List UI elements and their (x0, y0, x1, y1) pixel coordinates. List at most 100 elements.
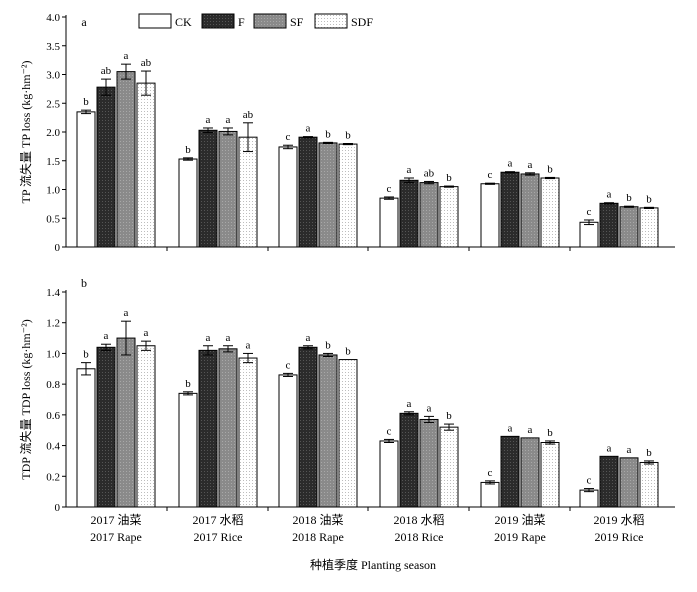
y-tick-label: 1.0 (46, 348, 60, 360)
significance-letter: b (185, 144, 191, 156)
y-tick-label: 3.0 (46, 70, 60, 82)
panel-a-tp-loss: 0 0.5 1.0 1.5 2.0 2.5 3.0 3.5 4.0 TP 流失量 TP loss … (18, 12, 675, 254)
bar-sf (419, 182, 439, 248)
bar-f (96, 346, 116, 508)
legend-label: SF (290, 15, 304, 29)
bar-sdf (338, 143, 358, 248)
x-axis-label: 种植季度 Planting season (310, 557, 436, 572)
bar-ck (480, 481, 500, 508)
y-tick-label: 0.8 (46, 379, 60, 391)
significance-letter: c (488, 467, 493, 479)
bar-f (599, 455, 619, 508)
significance-letter: ab (141, 57, 152, 69)
legend-label: F (238, 15, 245, 29)
bar-sf (520, 437, 540, 508)
x-category-label-en: 2019 Rape (494, 530, 546, 544)
bar-f (599, 202, 619, 248)
legend-swatch-ck (138, 13, 172, 29)
x-category-label-en: 2017 Rape (90, 530, 142, 544)
significance-letter: a (206, 332, 211, 344)
bar-sf (218, 130, 238, 248)
bar-f (500, 171, 520, 248)
bar-sf (419, 418, 439, 508)
y-tick-label: 1.5 (46, 156, 60, 168)
y-tick-label: 1.0 (46, 185, 60, 197)
bar-sf (520, 173, 540, 248)
bar-f (198, 129, 218, 248)
significance-letter: a (124, 50, 129, 62)
x-category-labels: 2017 油菜 2017 Rape 2017 水稻 2017 Rice 2018 油菜 2… (90, 513, 644, 544)
y-tick-label: 0.6 (46, 410, 60, 422)
significance-letter: ab (424, 167, 435, 179)
panel-b-tdp-loss: 0 0.2 0.4 0.6 0.8 1.0 1.2 1.4 TDP 流失量 TDP loss (… (18, 276, 675, 514)
bar-f (500, 435, 520, 508)
bar-sf (619, 206, 639, 248)
bar-sdf (540, 442, 560, 508)
bar-sdf (136, 345, 156, 508)
significance-letter: c (587, 475, 592, 487)
significance-letter: c (587, 206, 592, 218)
bar-sdf (338, 359, 358, 508)
x-category-label-en: 2018 Rape (292, 530, 344, 544)
significance-letter: c (286, 359, 291, 371)
legend-label: SDF (351, 15, 373, 29)
bar-sf (218, 348, 238, 508)
significance-letter: c (387, 425, 392, 437)
x-category-label-cn: 2017 油菜 (90, 513, 141, 527)
significance-letter: a (226, 114, 231, 126)
bar-ck (178, 392, 198, 508)
panel-label: b (81, 276, 87, 290)
bar-ck (178, 158, 198, 248)
bar-sdf (540, 177, 560, 248)
significance-letter: a (306, 123, 311, 135)
bar-ck (379, 197, 399, 248)
legend-label: CK (175, 15, 192, 29)
y-axis-label: TDP 流失量 TDP loss (kg·hm⁻²) (18, 319, 33, 479)
y-tick-label: 4.0 (46, 12, 60, 24)
significance-letter: a (407, 398, 412, 410)
legend: CK F SF SDF (138, 13, 373, 29)
significance-letter: ab (243, 109, 254, 121)
significance-letter: b (185, 378, 191, 390)
significance-letter: b (547, 163, 553, 175)
significance-letter: c (387, 183, 392, 195)
bar-f (399, 412, 419, 508)
legend-swatch-sf (253, 13, 287, 29)
significance-letter: b (547, 427, 553, 439)
significance-letter: a (124, 307, 129, 319)
significance-letter: a (607, 442, 612, 454)
significance-letter: a (508, 158, 513, 170)
y-tick-label: 0 (55, 502, 61, 514)
significance-letter: a (206, 114, 211, 126)
bar-f (96, 86, 116, 248)
bar-sdf (238, 136, 258, 248)
significance-letter: c (488, 169, 493, 181)
bar-f (298, 346, 318, 508)
bar-sdf (238, 357, 258, 508)
significance-letter: a (306, 332, 311, 344)
significance-letter: a (144, 327, 149, 339)
significance-letter: a (104, 330, 109, 342)
significance-letter: a (508, 422, 513, 434)
bar-ck (379, 440, 399, 508)
y-tick-label: 3.5 (46, 41, 60, 53)
y-tick-label: 0.5 (46, 213, 60, 225)
significance-letter: a (246, 339, 251, 351)
y-tick-label: 0 (55, 242, 61, 254)
significance-letter: b (325, 339, 331, 351)
bar-sdf (639, 461, 659, 508)
bar-sdf (639, 207, 659, 248)
y-axis-label: TP 流失量 TP loss (kg·hm⁻²) (18, 60, 33, 203)
legend-swatch-sdf (314, 13, 348, 29)
y-tick-label: 2.0 (46, 127, 60, 139)
significance-letter: b (646, 193, 652, 205)
significance-letter: b (446, 172, 452, 184)
significance-letter: a (528, 159, 533, 171)
significance-letter: ab (101, 65, 112, 77)
y-tick-label: 0.4 (46, 441, 60, 453)
x-category-label-en: 2017 Rice (194, 530, 243, 544)
bar-sf (619, 457, 639, 508)
bar-sf (318, 142, 338, 248)
bar-f (298, 136, 318, 248)
